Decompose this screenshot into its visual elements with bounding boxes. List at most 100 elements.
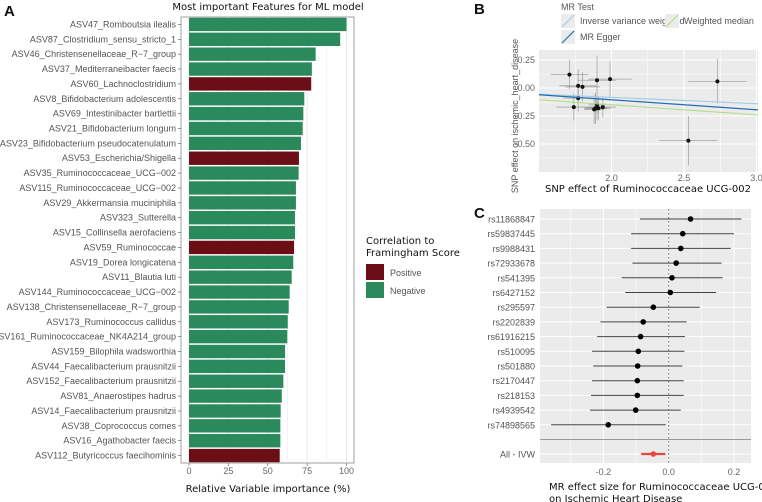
data-point xyxy=(580,84,585,89)
y-tick-label: ASV16_Agathobacter faecis xyxy=(63,436,176,446)
snp-label: rs11868847 xyxy=(488,215,535,225)
data-point xyxy=(686,138,691,143)
x-tick-label: 2.0 xyxy=(605,173,618,183)
y-tick-label: ASV112_Butyricoccus faecihominis xyxy=(35,451,176,461)
bar xyxy=(189,225,295,240)
x-tick-label: 0.2 xyxy=(728,467,741,477)
bar xyxy=(189,270,292,284)
feature-importance-chart: ASV47_Romboutsia ilealis ASV87_Clostridiu… xyxy=(0,2,460,495)
bar xyxy=(189,285,290,299)
y-tick-label: ASV21_Bifidobacterium longum xyxy=(49,124,176,134)
bar xyxy=(189,62,312,76)
snp-label: rs2170447 xyxy=(492,376,535,386)
bar xyxy=(189,344,286,359)
y-tick-label: ASV29_Akkermansia muciniphila xyxy=(43,198,176,208)
data-point xyxy=(571,105,576,110)
snp-label: rs218153 xyxy=(497,391,535,401)
data-point xyxy=(600,105,605,110)
legend-line xyxy=(561,30,575,44)
bar xyxy=(189,151,299,165)
y-tick-label: ASV81_Anaerostipes hadrus xyxy=(60,391,176,401)
regression-line-1 xyxy=(538,94,759,111)
legend-label-negative: Negative xyxy=(390,286,426,296)
bar xyxy=(189,196,296,210)
effect-point xyxy=(605,422,612,428)
panel-label-b: B xyxy=(474,1,485,18)
legend-label: MR Egger xyxy=(580,32,621,42)
y-tick-label: ASV144_Ruminococcaceae_UCG−002 xyxy=(19,287,176,297)
bar xyxy=(189,92,305,106)
snp-label: rs295597 xyxy=(497,303,535,313)
effect-point xyxy=(634,377,641,384)
chart-title: Most important Features for ML model xyxy=(172,2,363,13)
y-tick-label: ASV159_Bilophila wadsworthia xyxy=(51,347,176,357)
y-tick-label: ASV15_Collinsella aerofaciens xyxy=(53,228,177,238)
panel-label-c: C xyxy=(474,205,485,222)
x-tick-label: 100 xyxy=(339,466,354,476)
bar xyxy=(189,389,282,403)
regression-line-0 xyxy=(538,93,759,105)
bar xyxy=(189,404,281,418)
legend-title: Correlation to Framingham Score xyxy=(366,236,460,259)
x-tick-label: -0.2 xyxy=(596,467,612,477)
y-tick-label: -0.25 xyxy=(514,111,535,121)
y-tick-label: ASV23_Bifidobacterium pseudocatenulatum xyxy=(0,138,176,148)
legend-title-line: Framingham Score xyxy=(366,248,460,259)
bar xyxy=(189,32,341,46)
bar xyxy=(189,419,281,433)
x-axis-label: MR effect size for Ruminococcaceae UCG-0… xyxy=(549,482,762,493)
x-tick-label: 50 xyxy=(263,466,273,476)
data-point xyxy=(608,77,613,82)
x-tick-label: 0 xyxy=(186,466,191,476)
summary-label: All - IVW xyxy=(500,450,536,460)
data-point xyxy=(595,78,600,83)
bar xyxy=(189,106,304,121)
snp-label: rs6427152 xyxy=(492,288,535,298)
y-tick-label: 0.25 xyxy=(517,55,535,65)
bar xyxy=(189,211,295,225)
x-axis-label-line-2: on Ischemic Heart Disease xyxy=(549,494,682,502)
y-tick-label: ASV69_Intestinibacter bartlettii xyxy=(53,109,176,119)
effect-point xyxy=(679,230,686,237)
bar xyxy=(189,181,296,195)
y-tick-label: ASV11_Blautia luti xyxy=(102,272,176,282)
effect-point xyxy=(634,363,641,369)
y-tick-label: ASV53_Escherichia/Shigella xyxy=(62,153,176,163)
legend-label: Inverse variance weighted xyxy=(580,16,685,26)
y-tick-label: ASV38_Coprococcus comes xyxy=(61,421,176,431)
y-tick-label: ASV46_Christensenellaceae_R−7_group xyxy=(12,49,176,59)
summary-effect-point xyxy=(650,451,657,457)
effect-point xyxy=(669,275,675,281)
snp-label: rs72933678 xyxy=(487,259,535,269)
y-tick-label: ASV47_Romboutsia ilealis xyxy=(70,19,177,29)
bar xyxy=(189,240,295,255)
y-tick-label: ASV87_Clostridium_sensu_stricto_1 xyxy=(30,34,176,44)
data-point xyxy=(576,83,581,88)
snp-label: rs510095 xyxy=(497,347,535,357)
x-axis-label: SNP effect of Ruminococcaceae UCG-002 xyxy=(545,184,751,195)
y-axis-label: SNP effect on ischemic_heart_disease xyxy=(510,39,520,193)
legend-line xyxy=(561,14,575,28)
legend-label-positive: Positive xyxy=(390,268,422,278)
x-tick-label: 2.5 xyxy=(678,173,691,183)
effect-point xyxy=(650,304,657,311)
bar xyxy=(189,121,303,136)
bar xyxy=(189,77,312,91)
effect-point xyxy=(677,245,684,252)
snp-label: rs501880 xyxy=(497,362,535,372)
snp-label: rs59837445 xyxy=(487,229,535,239)
mr-scatter-chart: 2.0 2.5 3.0 0.25 0.00 -0.25 -0.50 SNP effect of… xyxy=(510,2,762,195)
y-tick-label: ASV8_Bifidobacterium adolescentis xyxy=(33,94,176,104)
panel-label-a: A xyxy=(4,3,15,20)
effect-point xyxy=(632,407,639,413)
plot-area xyxy=(539,50,758,172)
effect-point xyxy=(635,348,642,355)
x-tick-label: 75 xyxy=(302,466,312,476)
data-point xyxy=(596,106,601,111)
bar xyxy=(189,136,301,151)
y-tick-label: ASV323_Sutterella xyxy=(100,213,176,223)
regression-line-2 xyxy=(538,99,759,116)
snp-label: rs61916215 xyxy=(487,332,535,342)
y-tick-label: 0.00 xyxy=(517,83,535,93)
